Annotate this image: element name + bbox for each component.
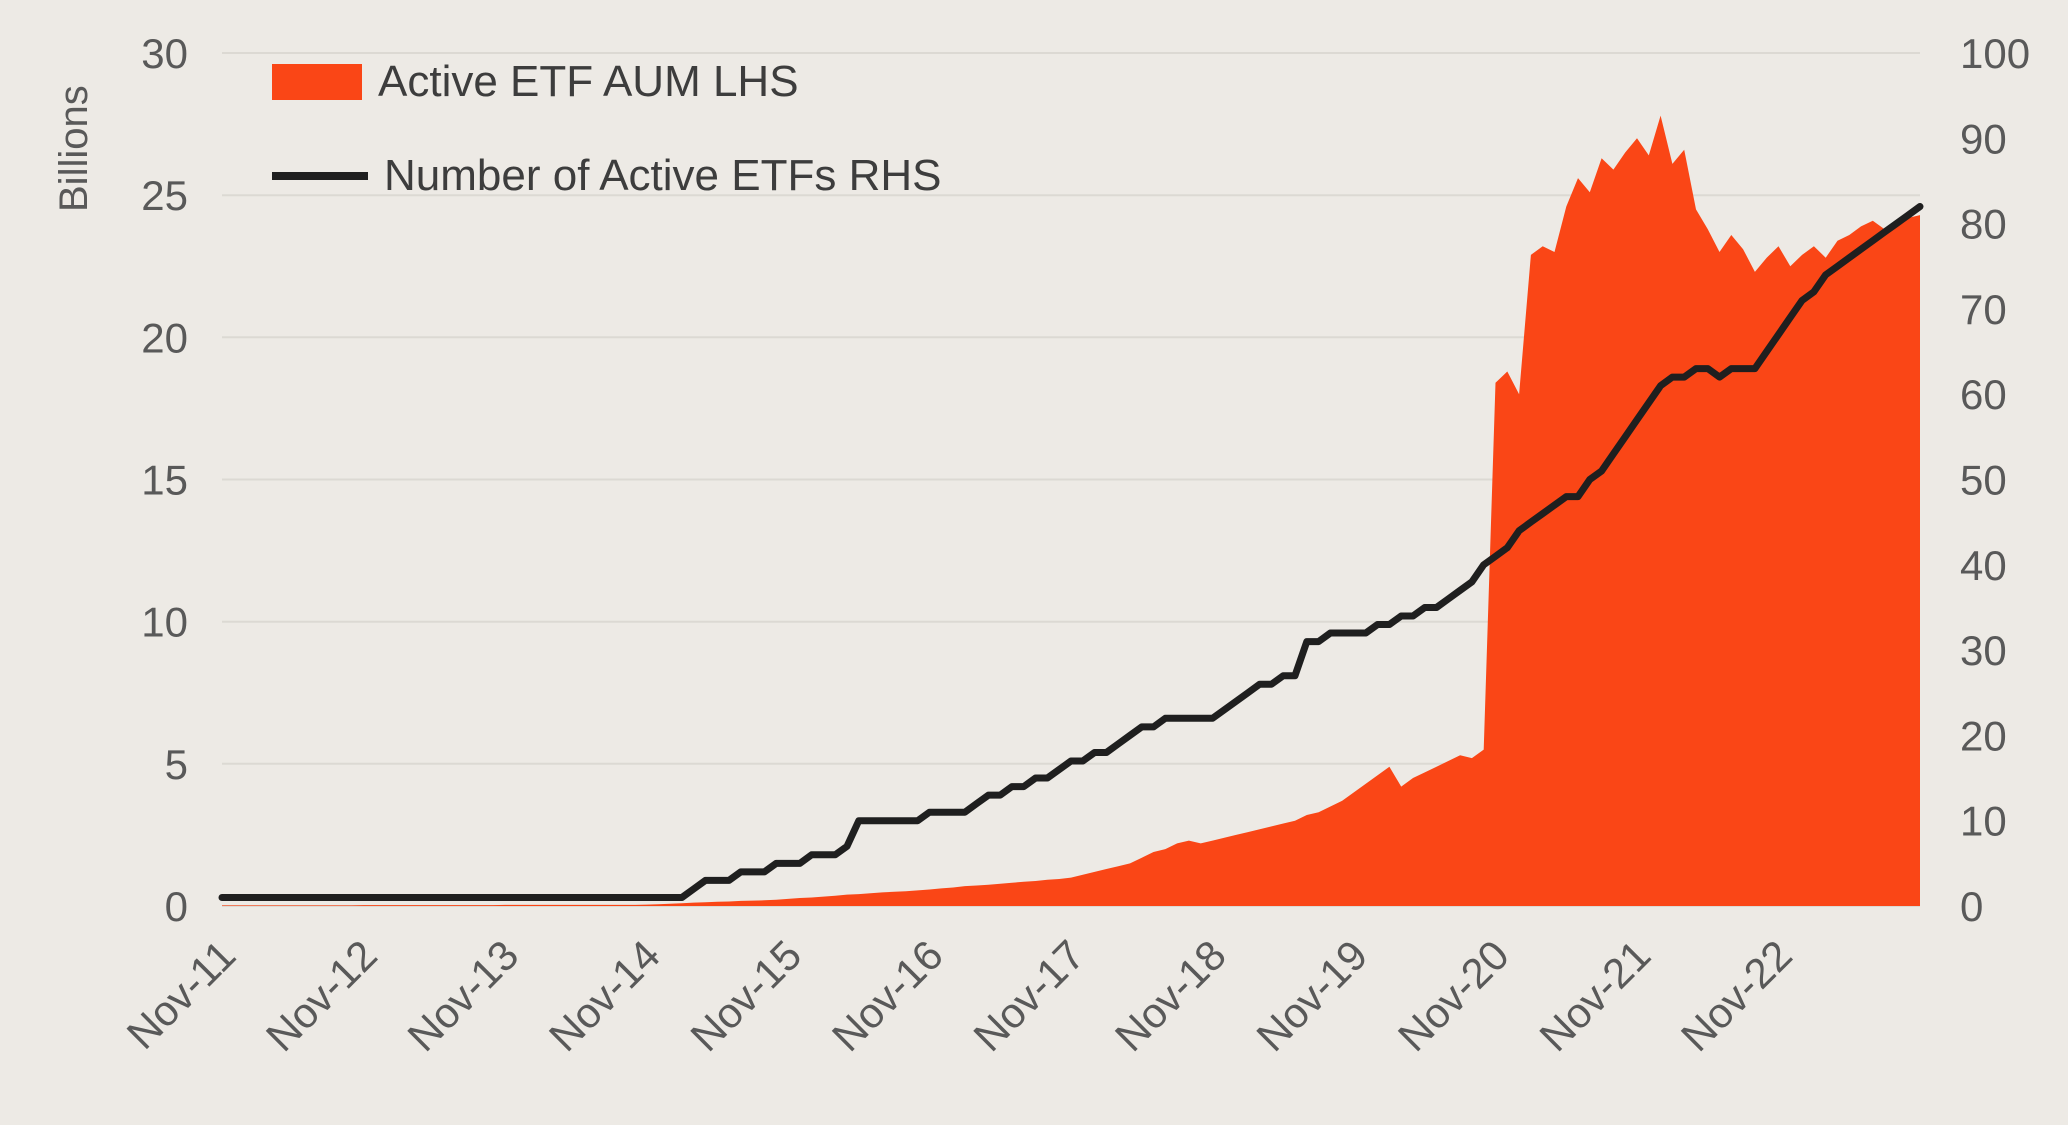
svg-text:70: 70 <box>1960 286 2007 333</box>
legend: Active ETF AUM LHS Number of Active ETFs… <box>272 56 941 244</box>
legend-item-aum: Active ETF AUM LHS <box>272 56 941 108</box>
svg-text:30: 30 <box>141 30 188 77</box>
svg-text:80: 80 <box>1960 201 2007 248</box>
svg-text:Nov-15: Nov-15 <box>681 931 810 1060</box>
svg-text:15: 15 <box>141 457 188 504</box>
svg-text:Nov-21: Nov-21 <box>1530 931 1659 1060</box>
svg-text:Nov-16: Nov-16 <box>823 931 952 1060</box>
svg-text:20: 20 <box>1960 712 2007 759</box>
line-series-swatch <box>272 172 368 180</box>
svg-text:20: 20 <box>141 314 188 361</box>
svg-text:Nov-18: Nov-18 <box>1106 931 1235 1060</box>
svg-text:30: 30 <box>1960 627 2007 674</box>
svg-text:5: 5 <box>165 741 188 788</box>
svg-text:0: 0 <box>1960 883 1983 930</box>
legend-label-count: Number of Active ETFs RHS <box>384 151 942 200</box>
legend-item-count: Number of Active ETFs RHS <box>272 150 941 202</box>
svg-text:Nov-12: Nov-12 <box>257 931 386 1060</box>
svg-text:Nov-11: Nov-11 <box>118 931 245 1058</box>
svg-text:60: 60 <box>1960 371 2007 418</box>
svg-text:90: 90 <box>1960 115 2007 162</box>
svg-text:Nov-22: Nov-22 <box>1672 931 1801 1060</box>
svg-text:Nov-20: Nov-20 <box>1389 931 1518 1060</box>
svg-text:25: 25 <box>141 172 188 219</box>
svg-text:10: 10 <box>141 599 188 646</box>
left-axis-title: Billions <box>52 85 96 212</box>
svg-text:40: 40 <box>1960 542 2007 589</box>
svg-text:50: 50 <box>1960 457 2007 504</box>
svg-text:Nov-17: Nov-17 <box>964 931 1093 1060</box>
svg-text:100: 100 <box>1960 30 2030 77</box>
svg-text:Nov-14: Nov-14 <box>540 931 669 1060</box>
svg-text:Nov-19: Nov-19 <box>1247 931 1376 1060</box>
area-series-swatch <box>272 64 362 100</box>
svg-text:Nov-13: Nov-13 <box>398 931 527 1060</box>
svg-text:10: 10 <box>1960 798 2007 845</box>
legend-label-aum: Active ETF AUM LHS <box>378 57 799 106</box>
svg-text:0: 0 <box>165 883 188 930</box>
